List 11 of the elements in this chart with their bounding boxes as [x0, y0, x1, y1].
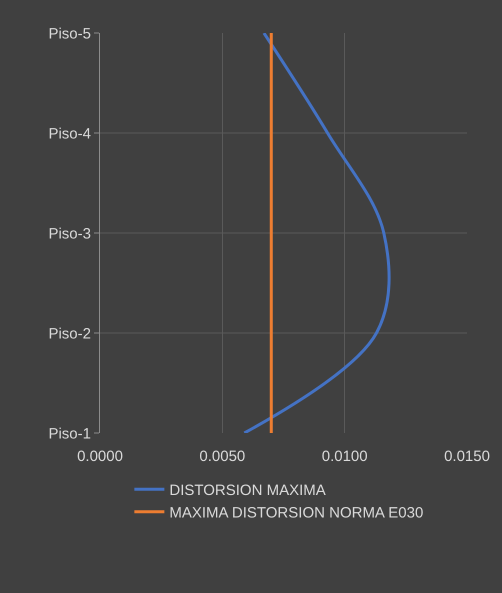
x-tick-label: 0.0000 [77, 448, 123, 465]
y-tick-label: Piso-4 [48, 125, 91, 142]
x-tick-label: 0.0150 [444, 448, 490, 465]
y-tick-label: Piso-5 [48, 25, 91, 42]
legend-label: DISTORSION MAXIMA [169, 482, 326, 500]
y-tick-label: Piso-3 [48, 225, 91, 242]
y-tick-label: Piso-2 [48, 325, 91, 342]
y-tick-label: Piso-1 [48, 425, 91, 442]
x-tick-label: 0.0050 [199, 448, 246, 465]
x-tick-label: 0.0100 [322, 448, 368, 465]
legend-label: MAXIMA DISTORSION NORMA E030 [169, 504, 424, 522]
